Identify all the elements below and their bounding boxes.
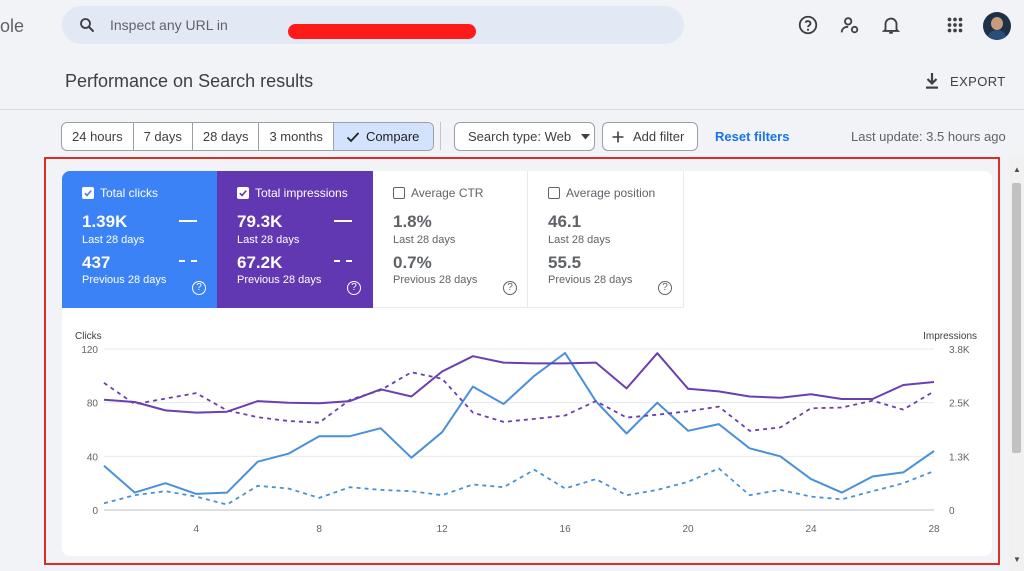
metric-label: Average position bbox=[566, 186, 656, 200]
metric-label: Total clicks bbox=[100, 186, 159, 200]
scrollbar-thumb[interactable] bbox=[1012, 183, 1021, 453]
add-filter-button[interactable]: Add filter bbox=[602, 122, 698, 151]
series-line-2 bbox=[103, 352, 935, 414]
avatar[interactable] bbox=[983, 12, 1011, 40]
compare-button[interactable]: Compare bbox=[333, 123, 434, 150]
metric-previous-value: 55.5 bbox=[548, 253, 582, 272]
last-update-text: Last update: 3.5 hours ago bbox=[851, 129, 1006, 144]
metric-previous-value: 67.2K bbox=[237, 253, 283, 272]
left-tick-label: 40 bbox=[87, 452, 99, 463]
x-tick-label: 24 bbox=[805, 524, 817, 535]
range-28-days[interactable]: 28 days bbox=[193, 123, 260, 150]
brand-name: ole bbox=[0, 16, 25, 36]
metric-current-value: 1.39K bbox=[82, 212, 128, 231]
page-scrollbar[interactable]: ▲ ▼ bbox=[1009, 157, 1024, 571]
admin-icon[interactable] bbox=[839, 14, 861, 36]
range-3-months[interactable]: 3 months bbox=[259, 123, 334, 150]
reset-filters-link[interactable]: Reset filters bbox=[715, 129, 790, 144]
metric-average-position[interactable]: Average position 46.1 Last 28 days 55.5 … bbox=[528, 171, 684, 308]
date-range-selector: 24 hours 7 days 28 days 3 months Compare bbox=[61, 122, 435, 151]
scroll-down-icon[interactable]: ▼ bbox=[1013, 555, 1021, 564]
right-axis-label: Impressions bbox=[923, 331, 977, 342]
metric-current-value: 1.8% bbox=[393, 212, 432, 231]
x-tick-label: 20 bbox=[683, 524, 695, 535]
checkbox-checked-icon[interactable] bbox=[237, 187, 249, 199]
left-tick-label: 80 bbox=[87, 399, 99, 410]
export-label: EXPORT bbox=[950, 73, 1006, 89]
page-title: Performance on Search results bbox=[65, 71, 314, 91]
solid-line-legend-icon bbox=[334, 220, 352, 222]
metric-current-period: Last 28 days bbox=[82, 234, 145, 246]
plus-icon bbox=[612, 131, 624, 142]
dropdown-arrow-icon bbox=[581, 133, 591, 139]
metric-current-period: Last 28 days bbox=[237, 234, 300, 246]
search-type-label: Search type: Web bbox=[468, 129, 572, 144]
highlight-box bbox=[44, 157, 1000, 565]
header-divider bbox=[0, 109, 1024, 110]
metric-previous-period: Previous 28 days bbox=[548, 274, 633, 286]
dashed-line-legend-icon bbox=[179, 260, 197, 262]
metric-label: Total impressions bbox=[255, 186, 348, 200]
metric-previous-period: Previous 28 days bbox=[82, 274, 167, 286]
add-filter-label: Add filter bbox=[633, 129, 685, 144]
range-24-hours[interactable]: 24 hours bbox=[62, 123, 134, 150]
metric-total-clicks[interactable]: Total clicks 1.39K Last 28 days 437 Prev… bbox=[62, 171, 217, 308]
x-tick-label: 4 bbox=[193, 524, 199, 535]
scroll-up-icon[interactable]: ▲ bbox=[1013, 165, 1021, 174]
metric-previous-value: 0.7% bbox=[393, 253, 432, 272]
search-type-dropdown[interactable]: Search type: Web bbox=[454, 122, 595, 151]
checkbox-checked-icon[interactable] bbox=[82, 187, 94, 199]
download-icon bbox=[926, 73, 938, 89]
left-tick-label: 120 bbox=[81, 345, 98, 356]
metric-previous-value: 437 bbox=[82, 253, 111, 272]
metric-previous-period: Previous 28 days bbox=[237, 274, 322, 286]
filter-separator bbox=[440, 122, 441, 150]
x-tick-label: 8 bbox=[316, 524, 322, 535]
metric-label: Average CTR bbox=[411, 186, 484, 200]
metric-average-ctr[interactable]: Average CTR 1.8% Last 28 days 0.7% Previ… bbox=[373, 171, 528, 308]
metric-current-value: 79.3K bbox=[237, 212, 283, 231]
left-axis-label: Clicks bbox=[75, 331, 102, 342]
left-tick-label: 0 bbox=[92, 506, 98, 517]
right-tick-label: 0 bbox=[949, 506, 955, 517]
x-tick-label: 28 bbox=[928, 524, 940, 535]
checkbox-unchecked-icon[interactable] bbox=[548, 187, 560, 199]
url-inspect-search[interactable]: Inspect any URL in bbox=[62, 6, 684, 44]
help-icon[interactable] bbox=[797, 14, 819, 36]
metric-current-period: Last 28 days bbox=[393, 234, 456, 246]
series-line-3 bbox=[103, 371, 935, 432]
search-icon bbox=[80, 18, 94, 32]
right-tick-label: 1.3K bbox=[949, 452, 970, 463]
export-button[interactable]: EXPORT bbox=[924, 71, 1006, 91]
right-tick-label: 2.5K bbox=[949, 399, 970, 410]
redaction-mark bbox=[288, 24, 476, 39]
metric-current-value: 46.1 bbox=[548, 212, 582, 231]
compare-label: Compare bbox=[365, 129, 420, 144]
check-icon bbox=[346, 131, 360, 142]
right-tick-label: 3.8K bbox=[949, 345, 970, 356]
apps-grid-icon[interactable] bbox=[944, 14, 966, 36]
metric-total-impressions[interactable]: Total impressions 79.3K Last 28 days 67.… bbox=[217, 171, 373, 308]
x-tick-label: 12 bbox=[437, 524, 449, 535]
help-icon[interactable]: ? bbox=[192, 281, 206, 295]
help-icon[interactable]: ? bbox=[347, 281, 361, 295]
range-7-days[interactable]: 7 days bbox=[134, 123, 193, 150]
search-placeholder: Inspect any URL in bbox=[110, 17, 228, 33]
bell-icon[interactable] bbox=[880, 14, 902, 36]
checkbox-unchecked-icon[interactable] bbox=[393, 187, 405, 199]
performance-chart[interactable]: Clicks Impressions 120 80 40 0 3.8K 2.5K 1.3K 0… bbox=[62, 325, 992, 547]
help-icon[interactable]: ? bbox=[658, 281, 672, 295]
solid-line-legend-icon bbox=[179, 220, 197, 222]
metric-current-period: Last 28 days bbox=[548, 234, 611, 246]
dashed-line-legend-icon bbox=[334, 260, 352, 262]
top-bar: ole Inspect any URL in bbox=[0, 0, 1024, 54]
metric-previous-period: Previous 28 days bbox=[393, 274, 478, 286]
series-line-0 bbox=[103, 352, 935, 495]
help-icon[interactable]: ? bbox=[503, 281, 517, 295]
x-tick-label: 16 bbox=[560, 524, 572, 535]
